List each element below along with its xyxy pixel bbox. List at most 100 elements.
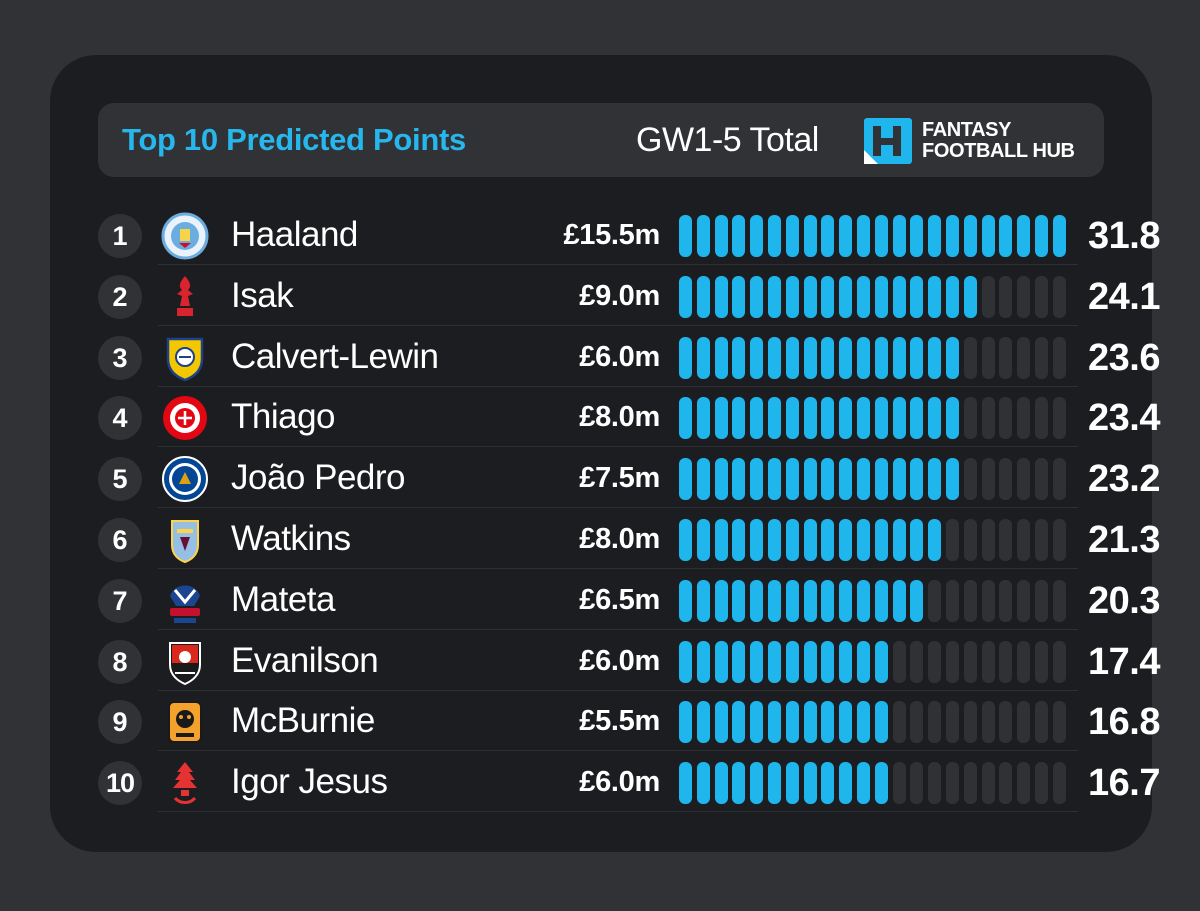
player-price: £6.5m (579, 583, 660, 616)
bar-segment-filled (821, 397, 835, 440)
bar-segment-empty (946, 579, 959, 622)
bar-segment-filled (696, 701, 710, 744)
bar-segment-filled (679, 640, 692, 683)
leeds-crest-icon (166, 337, 204, 381)
bar-segment-empty (1017, 519, 1031, 561)
points-bar (679, 215, 1066, 257)
chelsea-crest-icon (162, 456, 208, 503)
bar-segment-empty (928, 701, 942, 744)
bar-segment-filled (679, 762, 692, 805)
row-divider (158, 507, 1078, 509)
chart-title: Top 10 Predicted Points (122, 122, 466, 157)
bar-segment-filled (928, 336, 942, 379)
bar-segment-filled (679, 336, 692, 379)
player-price: £8.0m (579, 523, 660, 555)
bar-segment-empty (1035, 762, 1048, 805)
bar-segment-filled (963, 215, 977, 257)
bar-segment-filled (874, 579, 888, 622)
bar-segment-empty (963, 701, 977, 744)
bar-segment-filled (928, 397, 942, 440)
bar-segment-empty (910, 640, 924, 683)
bar-segment-empty (1035, 579, 1048, 622)
bar-segment-filled (910, 519, 924, 561)
points-bar (679, 519, 1066, 561)
row-divider (158, 811, 1078, 813)
row-divider (158, 689, 1078, 691)
bar-segment-filled (910, 579, 924, 622)
player-name: João Pedro (231, 458, 406, 498)
brand-name: FANTASY FOOTBALL HUB (922, 120, 1075, 162)
bar-segment-empty (1017, 640, 1031, 683)
bar-segment-filled (768, 215, 781, 257)
bar-segment-filled (946, 458, 959, 501)
points-bar (679, 701, 1066, 744)
bar-segment-filled (821, 336, 835, 379)
bar-segment-empty (981, 701, 995, 744)
bar-segment-filled (768, 275, 781, 318)
rank-badge: 5 (98, 457, 142, 502)
fantasy-football-hub-logo-icon (864, 118, 912, 164)
bar-segment-empty (1035, 701, 1048, 744)
bar-segment-filled (768, 762, 781, 805)
bar-segment-empty (999, 397, 1013, 440)
bar-segment-filled (857, 275, 870, 318)
bar-segment-empty (1052, 275, 1066, 318)
bar-segment-filled (803, 701, 817, 744)
bar-segment-filled (910, 215, 924, 257)
bar-segment-filled (999, 215, 1013, 257)
bar-segment-empty (981, 579, 995, 622)
bar-segment-filled (714, 458, 728, 501)
rank-badge: 1 (98, 214, 142, 258)
bar-segment-filled (910, 397, 924, 440)
bar-segment-filled (768, 519, 781, 561)
bar-segment-empty (1017, 336, 1031, 379)
table-row: 4 Thiago £8.0m 23.4 (98, 387, 1161, 448)
bar-segment-empty (928, 762, 942, 805)
bar-segment-filled (732, 397, 746, 440)
bar-segment-empty (963, 640, 977, 683)
table-row: 9 McBurnie £5.5m 16.8 (98, 691, 1161, 752)
bar-segment-empty (1017, 701, 1031, 744)
bar-segment-filled (732, 701, 746, 744)
bar-segment-filled (874, 762, 888, 805)
bar-segment-filled (874, 701, 888, 744)
bar-segment-filled (981, 215, 995, 257)
bar-segment-filled (874, 519, 888, 561)
bar-segment-filled (732, 275, 746, 318)
aston-villa-crest-icon (171, 520, 199, 564)
bar-segment-filled (750, 275, 764, 318)
chart-panel: Top 10 Predicted Points GW1-5 Total FANT… (50, 55, 1161, 852)
bar-segment-empty (1035, 397, 1048, 440)
bar-segment-empty (1017, 397, 1031, 440)
bar-segment-filled (839, 397, 853, 440)
brand-line-1: FANTASY (922, 119, 1012, 141)
bar-segment-filled (696, 397, 710, 440)
bar-segment-empty (1052, 519, 1066, 561)
table-row: 3 Calvert-Lewin £6.0m 23.6 (98, 327, 1161, 387)
points-bar (679, 458, 1066, 501)
bar-segment-empty (892, 701, 906, 744)
player-price: £6.0m (579, 340, 660, 373)
bar-segment-filled (768, 397, 781, 440)
bar-segment-filled (839, 762, 853, 805)
bournemouth-crest-icon (169, 641, 201, 685)
bar-segment-filled (679, 701, 692, 744)
bar-segment-filled (768, 579, 781, 622)
chart-subtitle: GW1-5 Total (636, 121, 819, 159)
bar-segment-filled (679, 275, 692, 318)
bar-segment-filled (785, 519, 799, 561)
bar-segment-filled (750, 458, 764, 501)
hull-city-crest-icon (168, 701, 202, 744)
bar-segment-filled (696, 275, 710, 318)
bar-segment-empty (946, 701, 959, 744)
bar-segment-filled (821, 762, 835, 805)
row-divider (158, 385, 1078, 387)
bar-segment-filled (857, 397, 870, 440)
bar-segment-empty (963, 762, 977, 805)
bar-segment-filled (679, 519, 692, 561)
bar-segment-filled (839, 640, 853, 683)
bar-segment-filled (714, 519, 728, 561)
bar-segment-empty (963, 579, 977, 622)
brand-line-2: FOOTBALL HUB (922, 140, 1075, 162)
bar-segment-empty (963, 336, 977, 379)
